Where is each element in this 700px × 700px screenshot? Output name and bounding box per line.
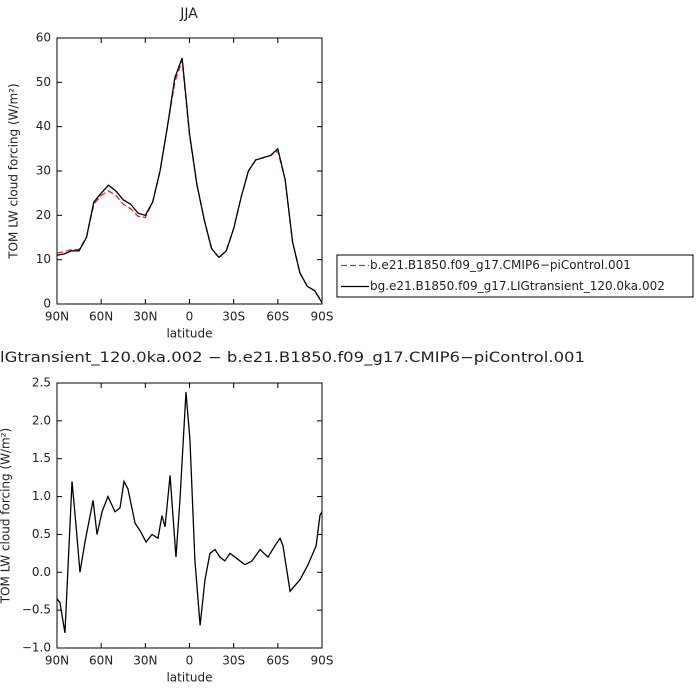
series-line xyxy=(56,57,323,304)
y-tick-label: 0.5 xyxy=(32,527,51,541)
y-axis-label: TOM LW cloud forcing (W/m²) xyxy=(7,83,21,260)
y-tick-label: 60 xyxy=(36,31,51,45)
x-tick-label: 60N xyxy=(89,654,113,668)
plot-frame xyxy=(56,382,323,649)
x-tick-label: 90S xyxy=(311,654,334,668)
series-line xyxy=(56,59,323,303)
y-tick-label: −0.5 xyxy=(22,603,51,617)
y-tick-label: 2.0 xyxy=(32,413,51,427)
x-tick-label: 60S xyxy=(266,310,289,324)
y-tick-label: 1.5 xyxy=(32,451,51,465)
x-axis-label: latitude xyxy=(166,671,212,685)
x-tick-label: 90N xyxy=(45,310,69,324)
legend-box xyxy=(336,254,694,298)
y-tick-label: 20 xyxy=(36,208,51,222)
x-tick-label: 60N xyxy=(89,310,113,324)
y-tick-label: 10 xyxy=(36,252,51,266)
x-tick-label: 90N xyxy=(45,654,69,668)
plot-frame xyxy=(56,37,323,305)
x-tick-label: 30N xyxy=(133,654,157,668)
y-tick-label: 40 xyxy=(36,119,51,133)
y-tick-label: 0.0 xyxy=(32,565,51,579)
y-tick-label: 50 xyxy=(36,75,51,89)
legend-label: b.e21.B1850.f09_g17.CMIP6−piControl.001 xyxy=(370,258,631,272)
legend-label: bg.e21.B1850.f09_g17.LIGtransient_120.0k… xyxy=(370,279,665,293)
x-tick-label: 90S xyxy=(311,310,334,324)
x-tick-label: 0 xyxy=(186,654,194,668)
x-tick-label: 30S xyxy=(222,310,245,324)
y-tick-label: 2.5 xyxy=(32,376,51,390)
y-tick-label: −1.0 xyxy=(22,641,51,655)
y-tick-label: 1.0 xyxy=(32,489,51,503)
y-tick-label: 0 xyxy=(43,297,51,311)
chart-title: lGtransient_120.0ka.002 − b.e21.B1850.f0… xyxy=(0,350,585,366)
series-line xyxy=(56,392,323,633)
x-tick-label: 30N xyxy=(133,310,157,324)
x-tick-label: 60S xyxy=(266,654,289,668)
y-axis-label: TOM LW cloud forcing (W/m²) xyxy=(0,428,13,605)
chart-title: JJA xyxy=(179,6,198,22)
x-axis-label: latitude xyxy=(166,327,212,341)
x-tick-label: 0 xyxy=(186,310,194,324)
x-tick-label: 30S xyxy=(222,654,245,668)
y-tick-label: 30 xyxy=(36,164,51,178)
